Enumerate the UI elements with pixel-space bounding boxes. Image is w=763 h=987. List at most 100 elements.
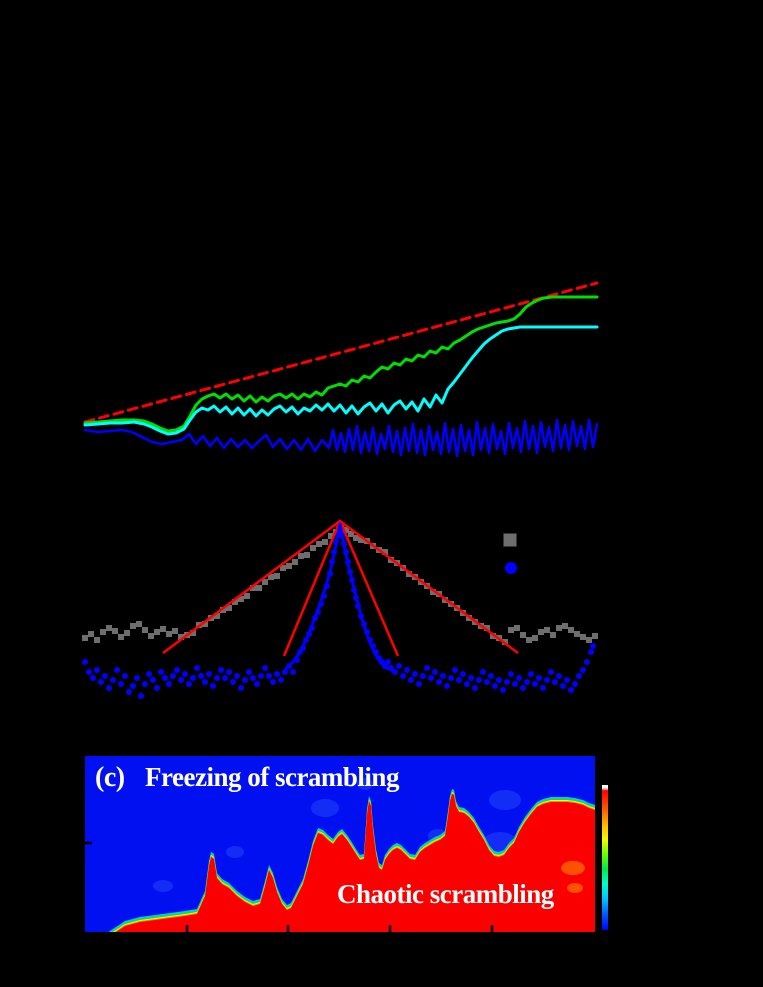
data-dot [102, 673, 108, 679]
data-square [562, 623, 568, 629]
data-dot [110, 677, 116, 683]
data-square [256, 585, 262, 591]
data-dot [194, 665, 200, 671]
data-dot [98, 679, 104, 685]
data-dot [548, 669, 554, 675]
data-dot [524, 679, 530, 685]
data-dot [452, 667, 458, 673]
data-dot [588, 649, 594, 655]
colorbar [602, 785, 608, 930]
data-dot [420, 673, 426, 679]
data-dot [198, 673, 204, 679]
blue-smudge [489, 790, 521, 810]
data-dot [206, 671, 212, 677]
data-square [274, 573, 280, 579]
data-square [316, 541, 322, 547]
blue-smudge [226, 846, 244, 858]
blue-smudge [311, 799, 339, 817]
data-dot [488, 673, 494, 679]
data-dot [178, 677, 184, 683]
data-dot [568, 687, 574, 693]
data-square [406, 571, 412, 577]
data-square [586, 637, 592, 643]
data-square [124, 630, 130, 636]
data-square [580, 634, 586, 640]
data-dot [258, 673, 264, 679]
narrow-tent-fit [282, 519, 400, 657]
data-square [220, 607, 226, 613]
data-dot [508, 671, 514, 677]
blue-smudge [357, 778, 373, 790]
data-dot [396, 663, 402, 669]
data-dot [90, 675, 96, 681]
data-square [154, 629, 160, 635]
data-square [136, 621, 142, 627]
data-dot [552, 679, 558, 685]
data-square [328, 533, 334, 539]
data-square [142, 627, 148, 633]
orange-smudge [561, 861, 585, 875]
data-square [148, 633, 154, 639]
data-dot [496, 677, 502, 683]
data-dot [556, 673, 562, 679]
data-square [238, 596, 244, 602]
panel-a-line-chart [83, 281, 599, 458]
data-square [353, 535, 359, 541]
data-dot [146, 671, 152, 677]
orange-smudge [567, 883, 583, 893]
panel-c-tag: (c) [95, 762, 125, 793]
data-square [304, 552, 310, 558]
data-square [226, 605, 232, 611]
wide-tent-fit [162, 519, 519, 655]
data-dot [138, 693, 144, 699]
data-dot [516, 675, 522, 681]
data-dot [230, 679, 236, 685]
data-square [232, 599, 238, 605]
data-dot [274, 671, 280, 677]
data-dot [158, 669, 164, 675]
data-square [112, 628, 118, 634]
data-dot [492, 683, 498, 689]
data-square [544, 627, 550, 633]
data-square [166, 631, 172, 637]
data-dot [584, 659, 590, 665]
data-dot [528, 671, 534, 677]
data-dot [480, 669, 486, 675]
data-dot [162, 675, 168, 681]
data-dot [412, 671, 418, 677]
green-curve [83, 295, 599, 433]
data-square [82, 635, 88, 641]
data-square [160, 626, 166, 632]
data-dot [242, 677, 248, 683]
data-dot [210, 683, 216, 689]
data-dot [142, 681, 148, 687]
data-dot [536, 675, 542, 681]
panel-c-heatmap-region: (c) Freezing of scrambling Chaotic scram… [85, 756, 595, 932]
data-dot [404, 667, 410, 673]
data-dot [560, 683, 566, 689]
data-square [100, 629, 106, 635]
data-square [292, 559, 298, 565]
data-square [538, 629, 544, 635]
data-dot [118, 681, 124, 687]
data-dot [385, 659, 391, 665]
data-dot [94, 667, 100, 673]
data-dot [238, 685, 244, 691]
legend-square-marker [503, 533, 517, 547]
data-dot [520, 685, 526, 691]
data-square [520, 632, 526, 638]
data-dot [468, 675, 474, 681]
data-dot [262, 665, 268, 671]
panel-b-scatter-chart [82, 519, 598, 699]
data-dot [226, 669, 232, 675]
data-dot [130, 683, 136, 689]
data-square [172, 628, 178, 634]
data-dot [154, 685, 160, 691]
data-dot [190, 675, 196, 681]
data-square [262, 579, 268, 585]
data-square [178, 634, 184, 640]
data-square [244, 593, 250, 599]
data-dot [436, 679, 442, 685]
data-dot [564, 677, 570, 683]
